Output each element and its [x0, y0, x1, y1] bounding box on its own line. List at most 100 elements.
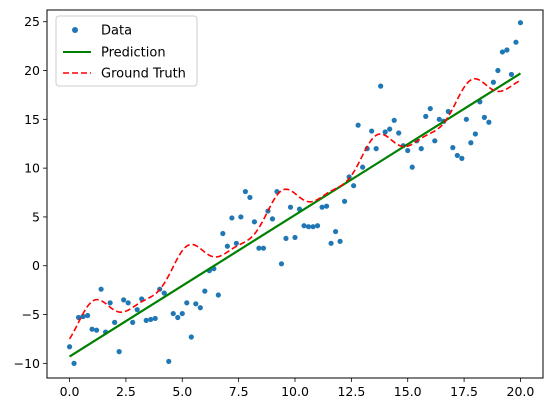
legend-label-data: Data	[101, 24, 132, 39]
x-tick-label: 15.0	[394, 384, 422, 399]
data-point	[378, 83, 384, 89]
data-point	[427, 105, 433, 112]
data-point	[332, 228, 339, 235]
x-tick-label: 7.5	[229, 384, 249, 399]
data-point	[66, 344, 73, 350]
data-point	[242, 188, 248, 195]
data-point	[459, 155, 465, 161]
data-point	[409, 164, 415, 170]
data-point	[175, 314, 181, 321]
y-tick-label: 25	[24, 14, 40, 29]
legend-marker-data	[72, 27, 78, 33]
data-point	[436, 116, 442, 122]
data-point	[513, 39, 519, 45]
y-tick-label: 20	[24, 63, 40, 78]
data-point	[166, 358, 172, 365]
y-tick-label: −10	[14, 356, 40, 371]
y-tick-label: 15	[24, 112, 40, 127]
data-point	[121, 297, 127, 303]
data-point	[269, 216, 276, 222]
data-point	[224, 243, 230, 249]
x-tick-label: 10.0	[281, 384, 309, 399]
data-point	[454, 152, 460, 159]
data-point	[328, 240, 334, 246]
data-point	[314, 223, 321, 229]
data-point	[396, 130, 402, 136]
ground-truth-curve	[68, 78, 521, 340]
data-point	[179, 310, 185, 317]
data-point	[369, 128, 375, 134]
data-point	[418, 146, 424, 152]
data-point	[260, 245, 267, 251]
x-tick-label: 0.0	[60, 384, 80, 399]
data-point	[468, 140, 474, 146]
data-point	[238, 214, 244, 220]
data-point	[94, 327, 100, 333]
data-point	[148, 316, 154, 323]
x-tick-label: 5.0	[172, 384, 192, 399]
data-point	[71, 360, 77, 366]
data-point	[387, 126, 393, 132]
data-point	[283, 235, 289, 242]
data-point	[382, 129, 388, 135]
legend-box	[55, 15, 198, 87]
data-point	[152, 315, 158, 322]
data-point	[130, 319, 136, 325]
x-tick-label: 2.5	[116, 384, 136, 399]
data-point	[517, 20, 524, 26]
y-tick-label: 0	[32, 258, 40, 273]
y-axis: −10 −5 0 5 10 15 20 25	[14, 14, 47, 371]
plot-area	[66, 20, 524, 366]
data-point	[323, 203, 330, 209]
data-point	[125, 300, 131, 306]
data-point	[170, 310, 176, 317]
data-point	[499, 49, 506, 55]
y-tick-label: −5	[22, 307, 40, 322]
x-tick-label: 12.5	[337, 384, 365, 399]
data-point	[481, 114, 487, 120]
data-point	[278, 261, 285, 267]
data-point	[495, 67, 501, 74]
data-point	[188, 334, 194, 340]
legend-label-ground-truth: Ground Truth	[101, 67, 186, 82]
data-point	[251, 219, 258, 225]
data-point	[84, 312, 91, 319]
data-point	[301, 223, 307, 229]
x-axis: 0.0 2.5 5.0 7.5 10.0 12.5 15.0 17.5 20.0	[60, 378, 535, 399]
data-point	[337, 238, 343, 244]
data-point	[247, 194, 253, 201]
y-tick-label: 10	[24, 161, 40, 176]
data-point	[134, 307, 140, 313]
data-point	[256, 245, 262, 251]
x-tick-label: 20.0	[507, 384, 535, 399]
data-point	[342, 198, 348, 204]
data-point	[346, 174, 352, 180]
data-point	[310, 224, 316, 230]
data-point	[112, 319, 118, 325]
data-point	[292, 234, 298, 241]
data-point	[391, 117, 397, 123]
data-point	[405, 147, 411, 154]
data-point	[450, 145, 456, 151]
data-point	[373, 146, 379, 152]
data-point	[107, 300, 113, 306]
legend: Data Prediction Ground Truth	[55, 15, 198, 87]
y-tick-label: 5	[32, 209, 40, 224]
data-point	[184, 300, 190, 306]
data-point	[287, 204, 294, 210]
data-point	[423, 113, 429, 119]
data-point	[80, 313, 86, 320]
data-point	[504, 47, 510, 53]
data-point	[116, 349, 122, 355]
data-point	[472, 131, 478, 137]
data-point	[215, 292, 221, 298]
data-point	[197, 305, 203, 311]
data-point	[161, 290, 167, 296]
data-point	[432, 138, 438, 144]
legend-label-prediction: Prediction	[101, 46, 166, 61]
data-point	[193, 301, 199, 307]
x-tick-label: 17.5	[450, 384, 478, 399]
data-point	[490, 79, 496, 85]
data-point	[351, 183, 357, 189]
